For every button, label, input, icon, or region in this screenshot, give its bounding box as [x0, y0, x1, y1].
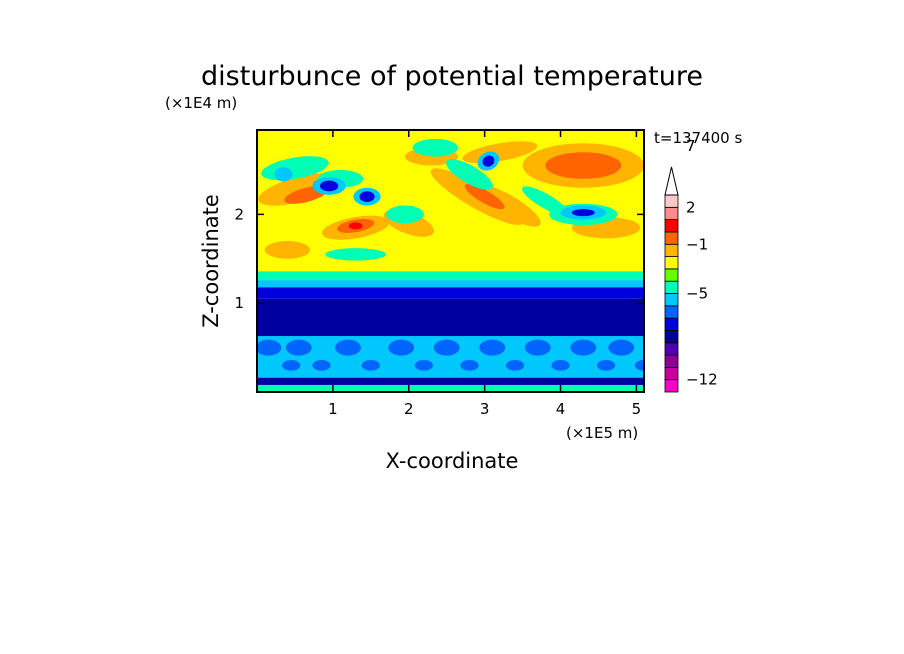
field-region-cyan [257, 280, 644, 288]
y-axis: 12 [234, 205, 644, 312]
field-region-low-patch [596, 360, 616, 371]
x-tick-label: 5 [632, 400, 642, 418]
colorbar-bin [664, 379, 679, 393]
field-region-low-patch [608, 339, 635, 356]
colorbar-bin [664, 206, 679, 221]
colorbar-label: −1 [686, 235, 708, 253]
colorbar-bin [664, 243, 679, 257]
field-region-low-patch [388, 339, 415, 356]
x-tick-label: 2 [404, 400, 414, 418]
field-region-green [257, 271, 644, 281]
colorbar-bin [664, 268, 679, 282]
field-region-low-patch [312, 360, 331, 371]
colorbar-bin [664, 317, 679, 331]
field-region-low-patch [551, 360, 570, 371]
field-region-hottest [348, 222, 363, 230]
field-region-coldest [482, 155, 495, 167]
x-axis: 1 2 3 4 5 [328, 130, 641, 418]
field-region-low-patch [335, 339, 361, 356]
y-unit-label: (×1E4 m) [165, 94, 237, 112]
colorbar-bin [664, 366, 679, 381]
field-region-cold [274, 167, 293, 182]
field-region-warm [264, 241, 311, 259]
field-region-low-patch [479, 339, 506, 356]
field-region-coldest [359, 191, 375, 202]
field-region-low-patch [257, 339, 282, 356]
field-region-low-patch [634, 360, 644, 371]
y-tick-label: 1 [234, 294, 244, 312]
field-region-low-patch [460, 360, 479, 371]
colorbar-bin [664, 342, 679, 356]
field-region-low-patch [570, 339, 597, 356]
field-region-low-patch [433, 339, 460, 356]
field-region-bottom-dark [257, 377, 644, 385]
field-region-bottom [257, 384, 644, 392]
colorbar-label: −12 [686, 371, 718, 389]
field-region-low-patch [414, 360, 434, 371]
x-tick-label: 3 [480, 400, 490, 418]
field-region-cool [325, 248, 386, 261]
field-region-coldest [319, 180, 339, 192]
plot-area [257, 130, 644, 392]
colorbar-bin [664, 293, 679, 307]
x-tick-label: 1 [328, 400, 338, 418]
field-region-dark-band [257, 298, 644, 337]
y-tick-label: 2 [234, 205, 244, 223]
colorbar-extend-arrow [664, 166, 679, 196]
plot-frame [256, 129, 645, 393]
field-region-low-patch [361, 360, 380, 371]
colorbar: 7 2 −1 −5 −12 [664, 137, 718, 393]
x-axis-label: X-coordinate [386, 449, 519, 473]
colorbar-bin [664, 280, 679, 294]
field-region-low-patch [505, 360, 525, 371]
colorbar-label: 7 [686, 137, 696, 155]
field-region-cool [446, 159, 493, 190]
colorbar-bin [664, 330, 679, 344]
time-label: t=137400 s [654, 129, 742, 147]
colorbar-label: −5 [686, 285, 708, 303]
x-tick-label: 4 [556, 400, 566, 418]
field-region-low-patch [282, 360, 301, 371]
colorbar-bin [664, 219, 679, 233]
colorbar-bin [664, 354, 679, 368]
colorbar-bin [664, 194, 679, 208]
field-region-hot [464, 184, 505, 210]
field-region-cool [412, 138, 459, 157]
field-region-coldest [571, 209, 595, 217]
field-region-cool [386, 205, 424, 224]
field-region-low-patch [524, 339, 551, 356]
field-region-blue [257, 287, 644, 299]
y-axis-label: Z-coordinate [199, 194, 223, 328]
colorbar-bin [664, 231, 679, 245]
field-region-low-patch [285, 339, 312, 356]
colorbar-bin [664, 256, 679, 270]
x-unit-label: (×1E5 m) [566, 424, 638, 442]
chart-title: disturbunce of potential temperature [201, 61, 703, 92]
colorbar-bin [664, 305, 679, 319]
field-region-hot [545, 152, 622, 179]
colorbar-label: 2 [686, 198, 696, 216]
